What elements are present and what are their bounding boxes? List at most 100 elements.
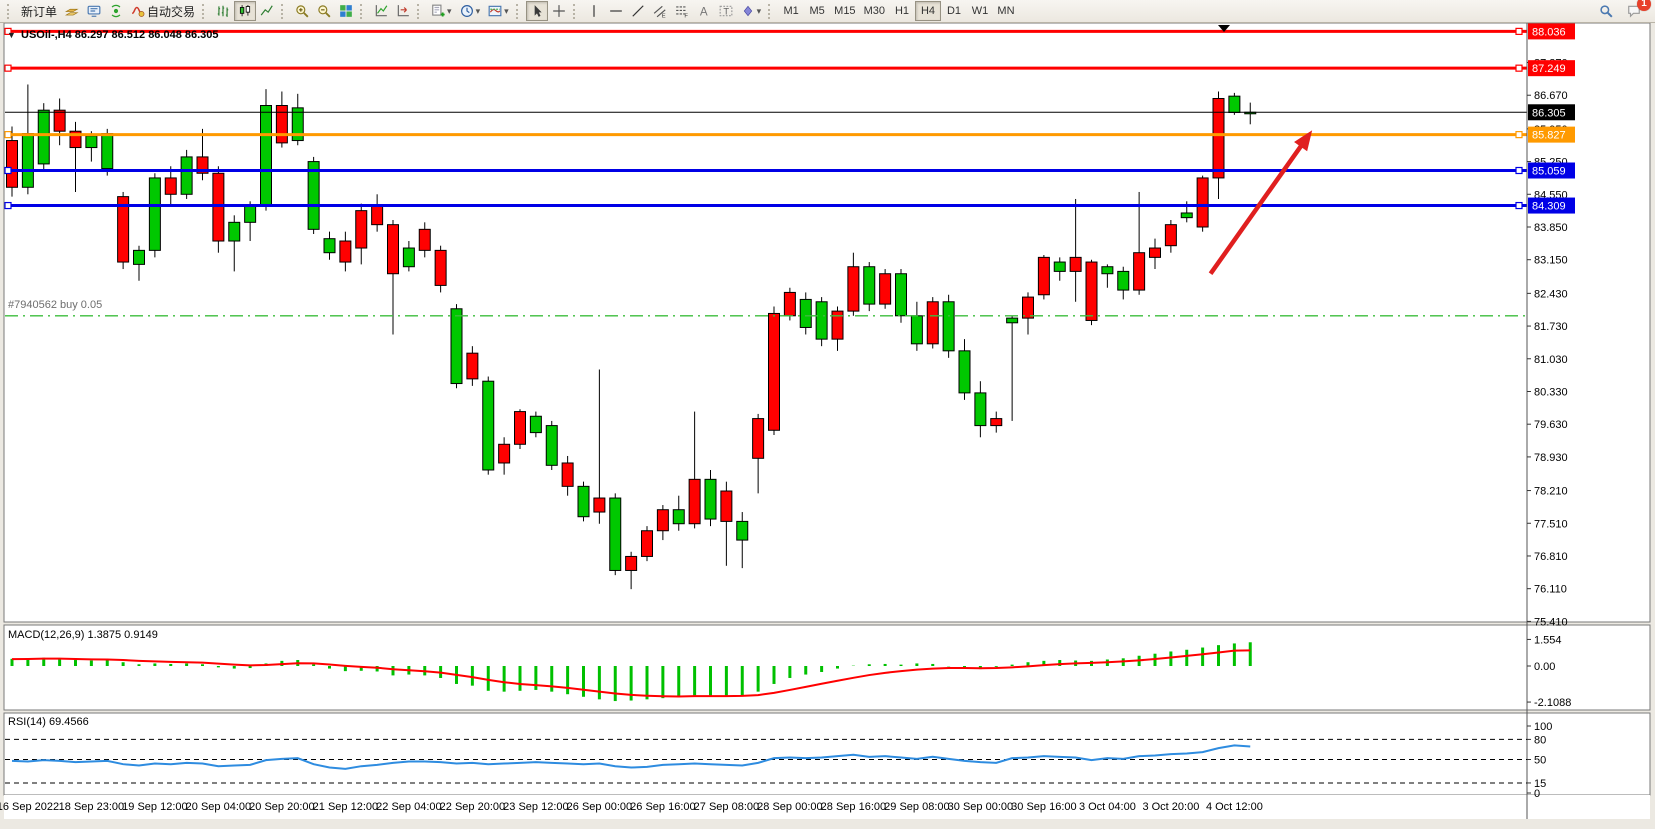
tf-button-h4[interactable]: H4: [914, 1, 941, 21]
new-chart-icon: [431, 4, 445, 18]
candlestick: [466, 352, 479, 380]
toolbar-grip[interactable]: [202, 3, 207, 19]
new-order-button[interactable]: 新订单: [17, 1, 61, 21]
price-tick-label: 81.030: [1534, 354, 1568, 366]
toolbar-grip[interactable]: [417, 3, 422, 19]
line-handle: [1515, 201, 1523, 210]
candlestick: [164, 177, 177, 195]
time-label: 26 Sep 16:00: [630, 801, 695, 813]
price-tick-label: 77.510: [1534, 518, 1568, 530]
trendline-button[interactable]: [627, 1, 649, 21]
template-button[interactable]: ▾: [484, 1, 513, 21]
chart-shift-marker[interactable]: [1218, 25, 1230, 32]
tf-button-d1[interactable]: D1: [941, 1, 967, 21]
signal-button[interactable]: [105, 1, 127, 21]
tf-button-w1[interactable]: W1: [967, 1, 993, 21]
search-button[interactable]: [1595, 1, 1617, 21]
rsi-tick-label: 15: [1534, 778, 1546, 790]
price-badge-label: 88.036: [1532, 26, 1566, 38]
candlestick: [958, 350, 971, 394]
toolbar-grip[interactable]: [7, 3, 12, 19]
toolbar-grip[interactable]: [515, 3, 521, 19]
svg-text:T: T: [723, 7, 729, 17]
price-tick-label: 78.930: [1534, 452, 1568, 464]
candlestick: [895, 273, 907, 317]
layers-button[interactable]: [61, 1, 83, 21]
line-handle: [1515, 131, 1523, 139]
crosshair-icon: [552, 4, 566, 18]
candlestick: [847, 266, 860, 312]
price-tick-label: 78.210: [1534, 486, 1568, 498]
chart-shift-button[interactable]: [392, 1, 414, 21]
toolbar-grip[interactable]: [360, 3, 365, 19]
tf-button-m5[interactable]: M5: [804, 1, 830, 21]
tf-button-m30[interactable]: M30: [860, 1, 889, 21]
candlestick: [450, 308, 463, 385]
candlestick: [561, 462, 574, 487]
crosshair-button[interactable]: [548, 1, 570, 21]
svg-text:F: F: [684, 13, 688, 18]
toolbar-grip[interactable]: [768, 3, 773, 19]
tf-button-h1[interactable]: H1: [889, 1, 915, 21]
tile-windows-button[interactable]: [335, 1, 357, 21]
line-chart-button[interactable]: [256, 1, 278, 21]
candlestick: [1164, 224, 1177, 247]
fibonacci-button[interactable]: F: [671, 1, 693, 21]
candlestick: [180, 156, 193, 195]
candlestick: [768, 312, 780, 431]
candlestick: [418, 228, 431, 251]
new-chart-button[interactable]: ▾: [427, 1, 456, 21]
tf-button-m15[interactable]: M15: [830, 1, 859, 21]
trend-arrow[interactable]: [1208, 130, 1313, 276]
notifications-button[interactable]: 1: [1623, 0, 1651, 21]
time-label: 30 Sep 00:00: [948, 801, 1013, 813]
toolbar-grip[interactable]: [572, 3, 578, 19]
horizontal-line-button[interactable]: [605, 1, 627, 21]
tf-button-m1[interactable]: M1: [778, 1, 804, 21]
zoom-in-button[interactable]: [291, 1, 313, 21]
candlestick: [6, 140, 18, 188]
candlestick: [323, 238, 336, 254]
shapes-button[interactable]: ▾: [737, 1, 766, 21]
buy-order-label: #7940562 buy 0.05: [8, 299, 103, 311]
text-button[interactable]: A: [693, 1, 715, 21]
terminal-button[interactable]: [83, 1, 105, 21]
terminal-icon: [87, 4, 101, 18]
period-button[interactable]: ▾: [456, 1, 485, 21]
time-label: 28 Sep 16:00: [821, 801, 886, 813]
candlestick: [577, 485, 590, 518]
price-badge: [1528, 162, 1575, 179]
candlestick: [1069, 256, 1082, 272]
autotrade-button[interactable]: 自动交易: [127, 1, 199, 21]
chart-shift-icon: [396, 4, 410, 18]
candlestick: [148, 177, 161, 251]
candlestick: [974, 392, 987, 427]
time-label: 23 Sep 12:00: [503, 801, 568, 813]
toolbar-grip[interactable]: [281, 3, 286, 19]
candlestick: [863, 266, 876, 305]
chart-menu-icon[interactable]: ▼: [7, 30, 16, 40]
label-button[interactable]: T: [715, 1, 737, 21]
line-handle: [1515, 64, 1523, 72]
shapes-icon: [741, 4, 755, 18]
zoom-out-button[interactable]: [313, 1, 335, 21]
indicators-button[interactable]: [370, 1, 392, 21]
channel-button[interactable]: E: [649, 1, 671, 21]
vertical-line-button[interactable]: [583, 1, 605, 21]
cursor-button[interactable]: [525, 1, 548, 21]
macd-tick-label: 1.554: [1534, 634, 1562, 646]
price-tick-label: 82.430: [1534, 288, 1568, 300]
candlestick: [117, 196, 130, 263]
candlestick-button[interactable]: [234, 1, 257, 21]
candlestick: [1180, 212, 1193, 219]
candlestick: [688, 478, 701, 525]
tf-button-mn[interactable]: MN: [993, 1, 1019, 21]
bar-chart-icon: [216, 4, 230, 18]
template-icon: [488, 4, 502, 18]
bar-chart-button[interactable]: [212, 1, 234, 21]
price-lines[interactable]: [4, 27, 1527, 210]
label-icon: T: [719, 4, 733, 18]
zoom-out-icon: [317, 4, 331, 18]
